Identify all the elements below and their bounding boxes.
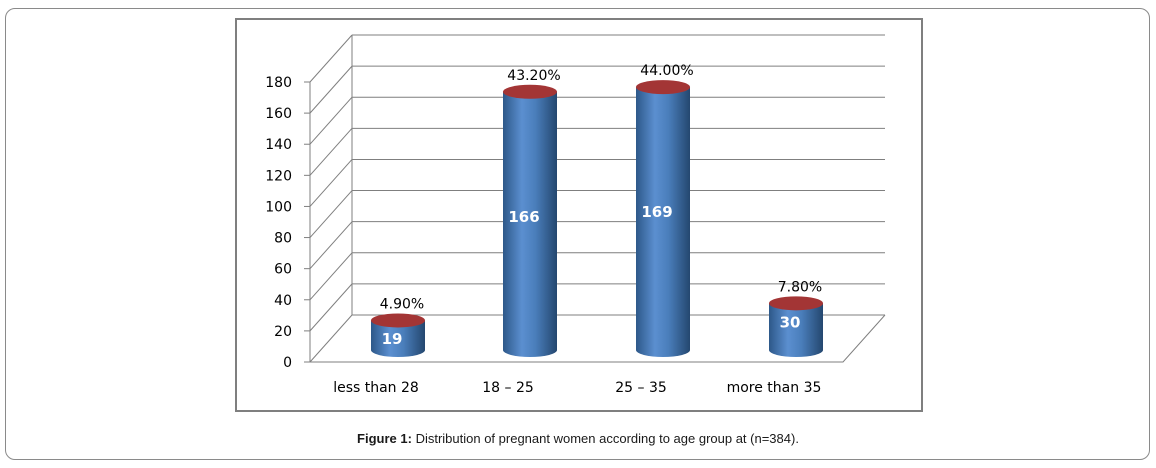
gridline-diagonal (309, 96, 353, 145)
y-tick-label: 140 (265, 137, 292, 153)
x-category-label: less than 28 (333, 380, 419, 396)
x-category-label: 25 – 35 (615, 380, 667, 396)
y-tick-label: 160 (265, 106, 292, 122)
y-tick-label: 0 (283, 355, 292, 371)
bar-body (371, 320, 425, 357)
gridline-diagonal (309, 314, 353, 363)
gridline-diagonal (309, 283, 353, 332)
gridline-diagonal (309, 252, 353, 301)
y-tick-label: 100 (265, 199, 292, 215)
bar (769, 296, 823, 357)
bar-body (636, 87, 690, 357)
bars (371, 80, 823, 358)
x-category-label: 18 – 25 (482, 380, 534, 396)
y-tick-label: 60 (274, 262, 292, 278)
y-tick-label: 20 (274, 324, 292, 340)
bar-top (636, 80, 690, 95)
labels: 19 4.90% less than 28 166 43.20% 18 – 25 169 44… (333, 63, 822, 396)
gridline-diagonal (309, 34, 353, 83)
gridline-diagonal (309, 128, 353, 176)
y-tick-label: 40 (274, 293, 292, 309)
y-tick-label: 80 (274, 231, 292, 247)
bar (503, 84, 557, 358)
bar (371, 313, 425, 357)
bar-percent-label: 43.20% (507, 68, 560, 84)
bar-percent-label: 4.90% (380, 296, 424, 312)
y-tick-label: 180 (265, 75, 292, 91)
bar-value-label: 30 (780, 313, 801, 331)
grid (304, 34, 886, 363)
bar-value-label: 166 (508, 208, 539, 226)
floor-edge (310, 314, 886, 363)
gridline-diagonal (309, 159, 353, 207)
bar-top (503, 84, 557, 99)
bar-top (769, 296, 823, 311)
bar (636, 80, 690, 357)
bar-body (503, 91, 557, 358)
bar-value-label: 19 (382, 330, 403, 348)
y-tick-label: 120 (265, 168, 292, 184)
gridline-diagonal (309, 65, 353, 114)
gridline-diagonal (309, 190, 353, 238)
caption-text: Distribution of pregnant women according… (411, 431, 799, 446)
y-axis: 0 20 40 60 80 100 120 140 160 180 (265, 75, 292, 371)
x-category-label: more than 35 (727, 380, 822, 396)
bar-percent-label: 7.80% (778, 279, 822, 295)
gridline-diagonal (309, 221, 353, 269)
bar-percent-label: 44.00% (640, 63, 693, 79)
caption-label: Figure 1: (357, 431, 412, 446)
figure-caption: Figure 1: Distribution of pregnant women… (0, 431, 1156, 446)
bar-value-label: 169 (641, 203, 672, 221)
bar-body (769, 303, 823, 357)
bar-top (371, 313, 425, 328)
